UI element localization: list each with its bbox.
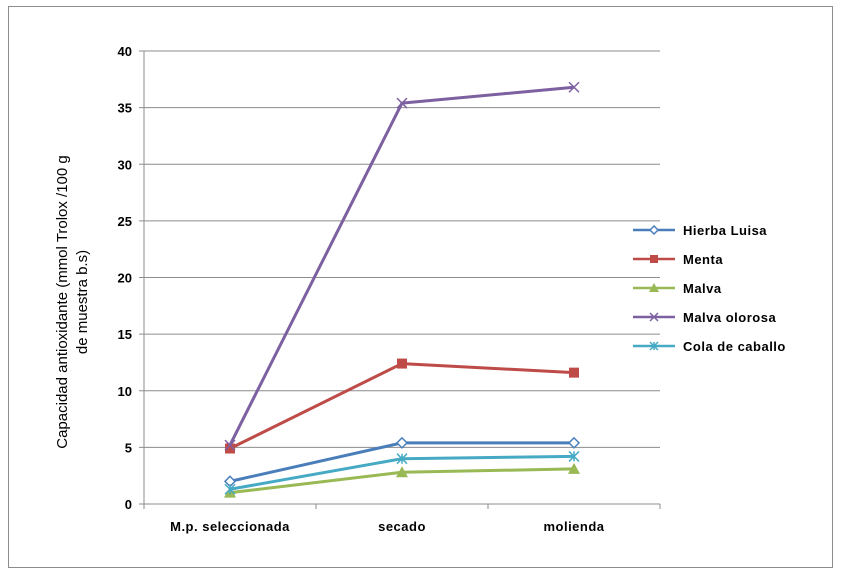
legend-label: Cola de caballo bbox=[683, 339, 786, 354]
data-point bbox=[568, 462, 580, 474]
legend-entry: Menta bbox=[633, 252, 723, 267]
series-malva-olorosa bbox=[224, 81, 580, 451]
series-line bbox=[228, 85, 575, 446]
legend-label: Malva bbox=[683, 281, 722, 296]
data-point bbox=[224, 439, 236, 451]
data-point bbox=[397, 358, 407, 369]
legend-entry: Malva olorosa bbox=[633, 310, 776, 325]
legend-entry: Hierba Luisa bbox=[633, 223, 767, 238]
series-hierba-luisa bbox=[223, 436, 581, 488]
data-point bbox=[395, 436, 409, 449]
data-point bbox=[224, 483, 236, 495]
series-cola-de-caballo bbox=[224, 450, 580, 495]
legend-label: Menta bbox=[683, 252, 723, 267]
data-point bbox=[396, 97, 408, 109]
y-axis-label-line1: Capacidad antioxidante (mmol Trolox /100… bbox=[54, 155, 71, 449]
data-point bbox=[649, 312, 659, 322]
data-point bbox=[648, 224, 660, 236]
legend-label: Hierba Luisa bbox=[683, 223, 767, 238]
y-tick-label: 30 bbox=[118, 157, 132, 172]
data-point bbox=[567, 436, 581, 449]
data-point bbox=[649, 283, 659, 292]
y-tick-label: 35 bbox=[118, 101, 132, 116]
x-tick-label: molienda bbox=[543, 519, 604, 534]
x-tick-label: secado bbox=[378, 519, 426, 534]
y-tick-label: 20 bbox=[118, 271, 132, 286]
gridlines bbox=[144, 50, 660, 448]
data-point bbox=[650, 255, 658, 263]
legend-entry: Malva bbox=[633, 281, 722, 296]
series-menta bbox=[225, 358, 579, 454]
y-axis-label-line2: de muestra b.s) bbox=[74, 250, 91, 354]
legend-entry: Cola de caballo bbox=[633, 339, 786, 354]
y-tick-label: 40 bbox=[118, 44, 132, 59]
legend: Hierba Luisa Menta Malva Malva olorosa Cola … bbox=[633, 223, 786, 354]
data-point bbox=[569, 367, 579, 378]
data-point bbox=[649, 341, 659, 351]
y-tick-label: 25 bbox=[118, 214, 132, 229]
data-point bbox=[396, 466, 408, 478]
x-tick-label: M.p. seleccionada bbox=[170, 519, 290, 534]
data-point bbox=[225, 443, 235, 454]
data-point bbox=[568, 450, 580, 462]
y-tick-label: 5 bbox=[125, 440, 132, 455]
data-point bbox=[568, 81, 580, 93]
line-chart: 0 5 10 15 20 25 30 35 40 M.p. seleccionada secado m… bbox=[54, 44, 786, 534]
y-tick-label: 15 bbox=[118, 327, 132, 342]
series-lines bbox=[223, 81, 581, 498]
chart-frame: 0 5 10 15 20 25 30 35 40 M.p. seleccionada secado m… bbox=[8, 6, 833, 568]
legend-label: Malva olorosa bbox=[683, 310, 776, 325]
series-line bbox=[229, 362, 575, 450]
data-point bbox=[396, 453, 408, 465]
y-tick-label: 10 bbox=[118, 384, 132, 399]
axes: 0 5 10 15 20 25 30 35 40 M.p. seleccionada secado m… bbox=[118, 44, 661, 534]
y-tick-label: 0 bbox=[125, 497, 132, 512]
